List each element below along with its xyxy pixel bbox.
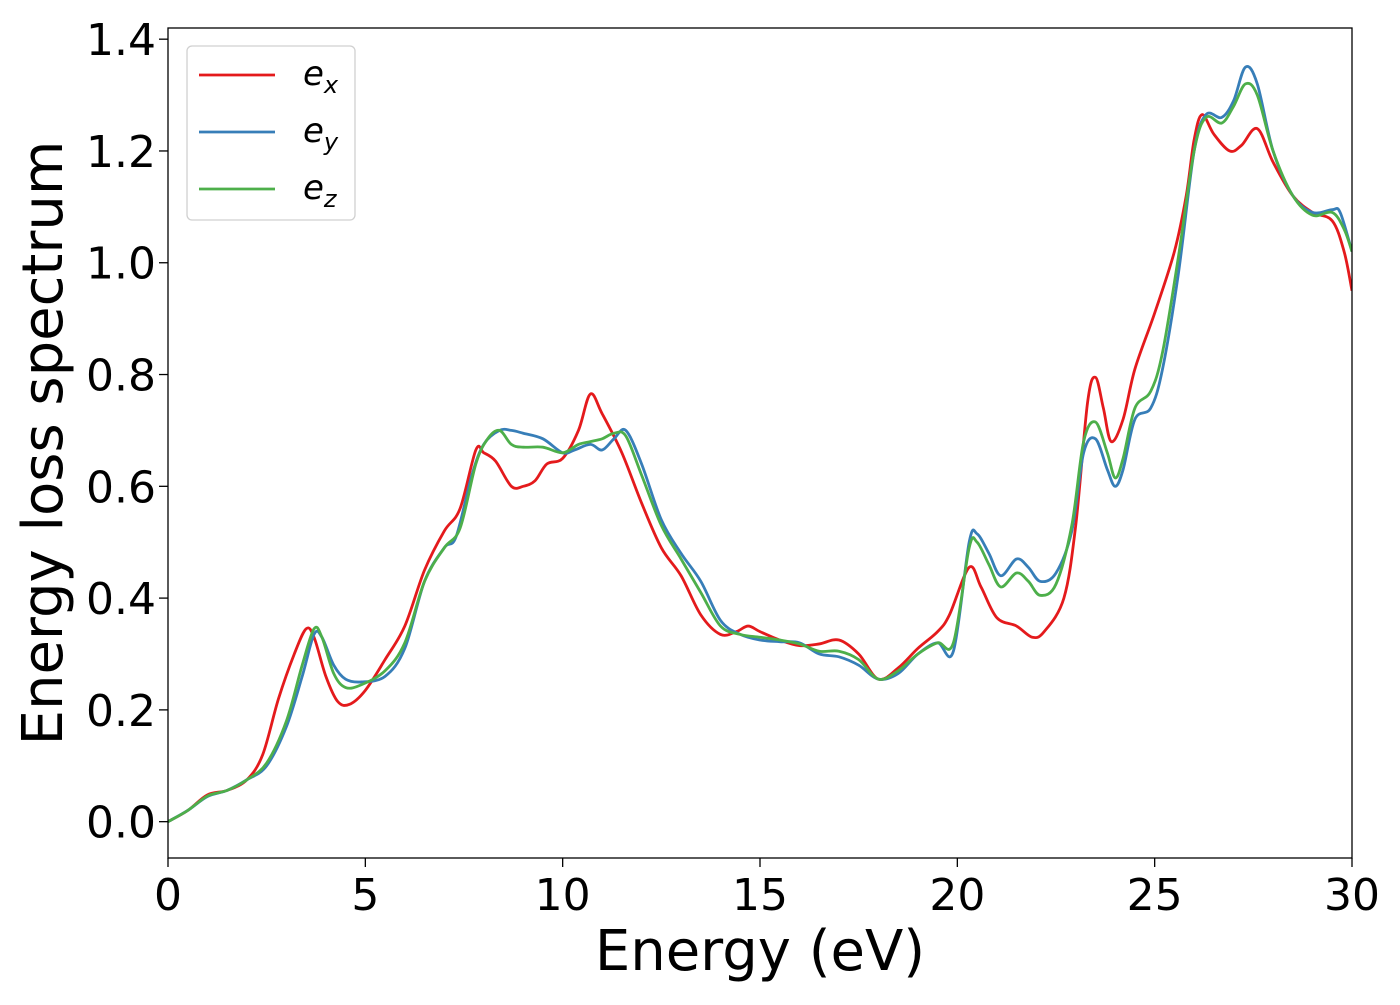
y-tick-label: 0.0: [86, 798, 156, 849]
x-tick-label: 0: [154, 870, 182, 921]
legend-label: ez: [303, 168, 338, 213]
y-tick-label: 1.4: [86, 15, 156, 66]
x-tick-label: 5: [351, 870, 379, 921]
legend-label: ex: [303, 54, 339, 99]
x-axis: 0 5 10 15 20 25 30: [154, 858, 1380, 921]
plot-background: [168, 28, 1352, 858]
y-tick-label: 0.2: [86, 686, 156, 737]
x-tick-label: 25: [1127, 870, 1183, 921]
x-tick-label: 15: [732, 870, 788, 921]
x-axis-label: Energy (eV): [595, 919, 925, 984]
legend-label: ey: [303, 111, 339, 156]
y-tick-label: 0.4: [86, 574, 156, 625]
series-layer: [168, 65, 1352, 823]
y-axis: 0.0 0.2 0.4 0.6 0.8 1.0 1.2 1.4: [86, 15, 168, 849]
y-tick-label: 1.0: [86, 239, 156, 290]
y-tick-label: 0.8: [86, 351, 156, 402]
y-axis-label: Energy loss spectrum: [11, 141, 76, 746]
x-tick-label: 30: [1324, 870, 1380, 921]
series-line-e-z: [168, 81, 1352, 823]
y-tick-label: 1.2: [86, 127, 156, 178]
x-tick-label: 10: [535, 870, 591, 921]
legend: ex ey ez: [186, 45, 356, 221]
y-tick-label: 0.6: [86, 462, 156, 513]
x-tick-label: 20: [929, 870, 985, 921]
